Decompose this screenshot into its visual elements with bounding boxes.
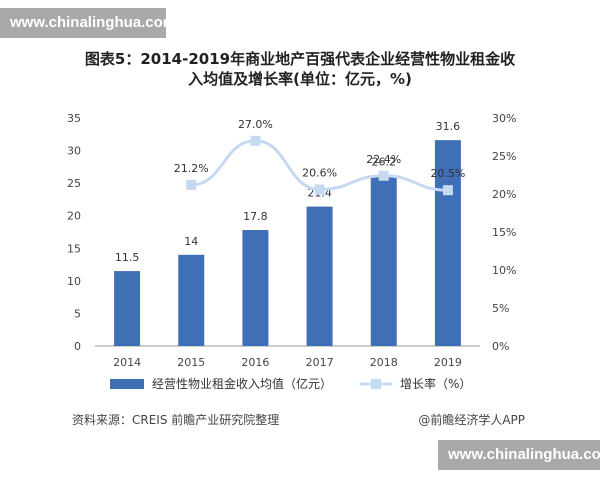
chart-title: 图表5：2014-2019年商业地产百强代表企业经营性物业租金收 入均值及增长率… — [85, 50, 515, 88]
bar-value-label: 14 — [184, 235, 198, 248]
y-right-tick-label: 0% — [492, 340, 509, 353]
y-left-tick-label: 25 — [67, 177, 81, 190]
line-series: 21.2% 27.0% 20.6% 22.4% 20.5% — [174, 118, 465, 196]
chart-title-line-2: 入均值及增长率(单位：亿元，%) — [188, 70, 412, 88]
growth-line — [191, 139, 448, 192]
bar — [114, 271, 141, 346]
line-value-label: 20.5% — [430, 167, 465, 180]
line-point-marker — [250, 135, 261, 146]
legend-label-bar: 经营性物业租金收入均值（亿元） — [152, 376, 332, 391]
line-point-marker — [186, 179, 197, 190]
line-point-marker — [442, 185, 453, 196]
bar — [370, 175, 397, 346]
bar — [178, 254, 205, 346]
y-right-tick-label: 10% — [492, 264, 516, 277]
x-tick-label: 2015 — [177, 356, 205, 369]
bar-value-label: 11.5 — [115, 251, 140, 264]
x-tick-label: 2018 — [370, 356, 398, 369]
watermark-top: www.chinalinghua.com — [0, 8, 176, 38]
legend-swatch-bar — [110, 379, 144, 389]
y-left-tick-label: 30 — [67, 145, 81, 158]
y-left-tick-label: 10 — [67, 275, 81, 288]
y-left-tick-label: 5 — [74, 307, 81, 320]
credit-note: @前瞻经济学人APP — [418, 412, 525, 427]
line-value-label: 21.2% — [174, 162, 209, 175]
line-value-label: 20.6% — [302, 166, 337, 179]
line-value-label: 22.4% — [366, 153, 401, 166]
x-tick-label: 2019 — [434, 356, 462, 369]
source-note: 资料来源：CREIS 前瞻产业研究院整理 — [72, 412, 279, 427]
y-left-tick-label: 20 — [67, 210, 81, 223]
y-left-tick-label: 35 — [67, 112, 81, 125]
bar-value-label: 17.8 — [243, 210, 268, 223]
x-tick-label: 2014 — [113, 356, 141, 369]
bar — [434, 140, 461, 346]
y-right-tick-label: 5% — [492, 302, 509, 315]
line-point-marker — [314, 184, 325, 195]
bar — [242, 230, 269, 346]
legend-swatch-marker — [371, 379, 381, 389]
x-tick-label: 2016 — [241, 356, 269, 369]
bar-value-label: 31.6 — [436, 120, 461, 133]
chart-axes: 0 5 10 15 20 25 30 35 0% 5% 10% 15% 20% 25% 30% 2014 201… — [67, 112, 516, 369]
chart-title-line-1: 图表5：2014-2019年商业地产百强代表企业经营性物业租金收 — [85, 50, 515, 68]
y-left-tick-label: 0 — [74, 340, 81, 353]
line-value-label: 27.0% — [238, 118, 273, 131]
watermark-bottom: www.chinalinghua.com — [438, 440, 600, 470]
x-tick-label: 2017 — [306, 356, 334, 369]
legend-label-line: 增长率（%） — [400, 376, 471, 391]
y-right-tick-label: 20% — [492, 188, 516, 201]
y-left-tick-label: 15 — [67, 242, 81, 255]
line-point-marker — [378, 170, 389, 181]
legend: 经营性物业租金收入均值（亿元） 增长率（%） — [110, 376, 471, 391]
y-right-tick-label: 30% — [492, 112, 516, 125]
y-right-tick-label: 15% — [492, 226, 516, 239]
y-right-tick-label: 25% — [492, 150, 516, 163]
bar-value-label: 26.2 — [372, 155, 397, 168]
bar — [306, 206, 333, 346]
